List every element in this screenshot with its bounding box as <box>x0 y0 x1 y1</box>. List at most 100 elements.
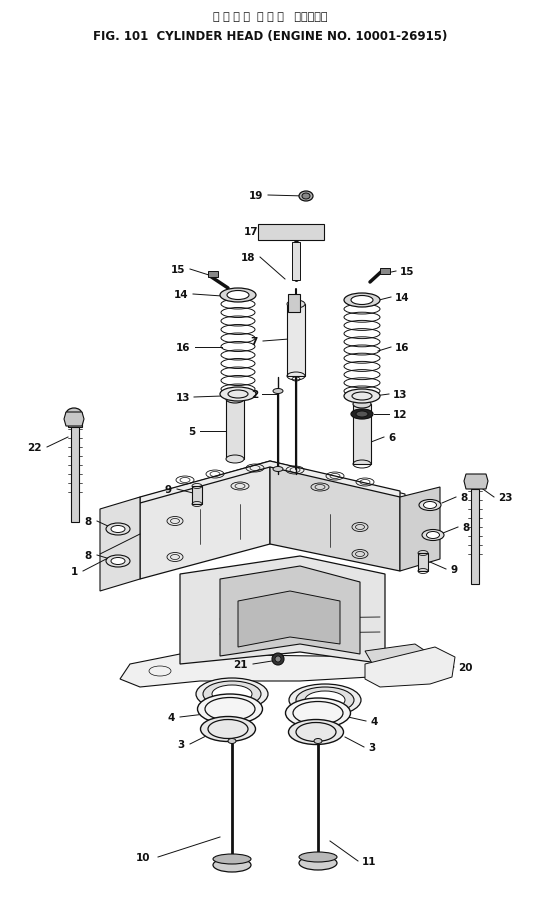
Ellipse shape <box>273 467 283 472</box>
Ellipse shape <box>307 227 321 239</box>
Text: 8: 8 <box>85 550 92 561</box>
Text: 3: 3 <box>178 739 185 749</box>
Polygon shape <box>140 461 400 505</box>
Ellipse shape <box>344 294 380 308</box>
Text: 13: 13 <box>393 390 408 400</box>
Ellipse shape <box>226 456 244 463</box>
Text: 9: 9 <box>450 564 457 574</box>
Polygon shape <box>100 497 140 591</box>
Bar <box>287 305 305 377</box>
Ellipse shape <box>198 694 262 724</box>
Bar <box>471 490 479 584</box>
Ellipse shape <box>286 698 350 728</box>
Text: 18: 18 <box>240 253 255 263</box>
Ellipse shape <box>212 686 252 703</box>
Bar <box>288 295 300 312</box>
Polygon shape <box>270 468 400 572</box>
Text: 14: 14 <box>395 292 410 302</box>
Circle shape <box>272 653 284 665</box>
Ellipse shape <box>213 854 251 864</box>
Ellipse shape <box>356 412 368 417</box>
Text: 21: 21 <box>233 659 248 669</box>
Text: 15: 15 <box>171 265 185 275</box>
Ellipse shape <box>288 720 343 744</box>
Polygon shape <box>258 225 324 241</box>
Bar <box>192 486 202 505</box>
Bar <box>418 553 428 572</box>
Bar <box>68 420 82 427</box>
Ellipse shape <box>287 301 305 309</box>
Text: 2: 2 <box>251 390 258 400</box>
Bar <box>226 400 244 460</box>
Polygon shape <box>64 413 84 426</box>
Text: 7: 7 <box>251 336 258 346</box>
Ellipse shape <box>314 739 322 743</box>
Text: 20: 20 <box>458 663 472 673</box>
Ellipse shape <box>353 401 371 409</box>
Ellipse shape <box>220 289 256 302</box>
Ellipse shape <box>227 291 249 301</box>
Bar <box>380 268 390 275</box>
Ellipse shape <box>299 192 313 202</box>
Text: 16: 16 <box>395 343 409 353</box>
Text: 19: 19 <box>248 191 263 200</box>
Text: 12: 12 <box>393 410 408 420</box>
Polygon shape <box>180 556 385 664</box>
Text: 8: 8 <box>85 516 92 527</box>
Ellipse shape <box>419 500 441 511</box>
Ellipse shape <box>66 409 82 421</box>
Ellipse shape <box>302 194 310 199</box>
Text: 13: 13 <box>176 392 190 403</box>
Text: 16: 16 <box>176 343 190 353</box>
Polygon shape <box>238 591 340 647</box>
Polygon shape <box>220 566 360 656</box>
Text: 5: 5 <box>188 426 195 437</box>
Ellipse shape <box>296 687 354 713</box>
Text: 10: 10 <box>136 852 150 862</box>
Ellipse shape <box>344 390 380 403</box>
Text: 4: 4 <box>167 712 175 722</box>
Text: 17: 17 <box>244 227 258 237</box>
Polygon shape <box>120 654 440 687</box>
Bar <box>208 272 218 278</box>
Ellipse shape <box>220 388 256 402</box>
Text: 14: 14 <box>173 289 188 300</box>
Text: 8: 8 <box>462 522 469 532</box>
Ellipse shape <box>106 555 130 567</box>
Polygon shape <box>365 644 430 677</box>
Ellipse shape <box>111 558 125 565</box>
Circle shape <box>275 656 281 663</box>
Ellipse shape <box>351 410 373 420</box>
Ellipse shape <box>273 389 283 394</box>
Text: 4: 4 <box>370 716 377 726</box>
Ellipse shape <box>422 530 444 541</box>
Text: 11: 11 <box>362 857 376 866</box>
Text: 8: 8 <box>460 493 467 503</box>
Ellipse shape <box>203 681 261 708</box>
Ellipse shape <box>351 296 373 305</box>
Text: 22: 22 <box>28 443 42 452</box>
Ellipse shape <box>228 739 236 743</box>
Polygon shape <box>400 487 440 572</box>
Bar <box>353 404 371 464</box>
Text: シ リ ン ダ  ヘ ッ ド   適用号機．: シ リ ン ダ ヘ ッ ド 適用号機． <box>213 12 327 22</box>
Text: 6: 6 <box>388 433 395 443</box>
Ellipse shape <box>427 532 440 539</box>
Bar <box>292 243 300 280</box>
Ellipse shape <box>213 858 251 872</box>
Polygon shape <box>365 647 455 687</box>
Text: 3: 3 <box>368 743 375 752</box>
Polygon shape <box>135 461 405 507</box>
Ellipse shape <box>289 685 361 716</box>
Text: FIG. 101  CYLINDER HEAD (ENGINE NO. 10001-26915): FIG. 101 CYLINDER HEAD (ENGINE NO. 10001… <box>93 30 447 43</box>
Ellipse shape <box>200 717 255 742</box>
Bar <box>71 427 79 522</box>
Text: 1: 1 <box>71 566 78 576</box>
Ellipse shape <box>106 524 130 536</box>
Polygon shape <box>140 468 270 579</box>
Text: 15: 15 <box>400 267 415 277</box>
Ellipse shape <box>299 852 337 862</box>
Polygon shape <box>464 474 488 490</box>
Ellipse shape <box>196 678 268 710</box>
Text: 9: 9 <box>165 484 172 494</box>
